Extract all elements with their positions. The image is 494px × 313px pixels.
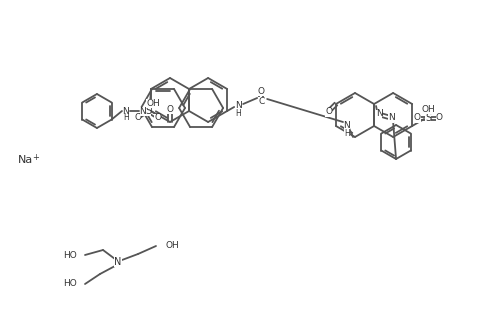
Text: OH: OH: [146, 99, 160, 107]
Text: S: S: [145, 106, 151, 116]
Text: OH: OH: [421, 105, 435, 114]
Text: N: N: [344, 121, 350, 130]
Text: +: +: [32, 152, 39, 162]
Text: N: N: [235, 101, 242, 110]
Text: O: O: [326, 107, 332, 116]
Text: OH: OH: [165, 240, 179, 249]
Text: N: N: [114, 257, 122, 267]
Text: C: C: [258, 96, 264, 105]
Text: O: O: [413, 114, 421, 122]
Text: O: O: [166, 105, 173, 114]
Text: N: N: [388, 114, 394, 122]
Text: H: H: [344, 129, 350, 137]
Text: H: H: [235, 110, 241, 119]
Text: O: O: [134, 114, 141, 122]
Text: S: S: [425, 113, 431, 123]
Text: N: N: [123, 106, 129, 115]
Text: O: O: [258, 86, 265, 95]
Text: HO: HO: [63, 280, 77, 289]
Text: O: O: [436, 114, 443, 122]
Text: H: H: [123, 114, 129, 122]
Text: HO: HO: [63, 250, 77, 259]
Text: Na: Na: [18, 155, 33, 165]
Text: O: O: [155, 114, 162, 122]
Text: N: N: [375, 110, 382, 119]
Text: N: N: [140, 106, 146, 115]
